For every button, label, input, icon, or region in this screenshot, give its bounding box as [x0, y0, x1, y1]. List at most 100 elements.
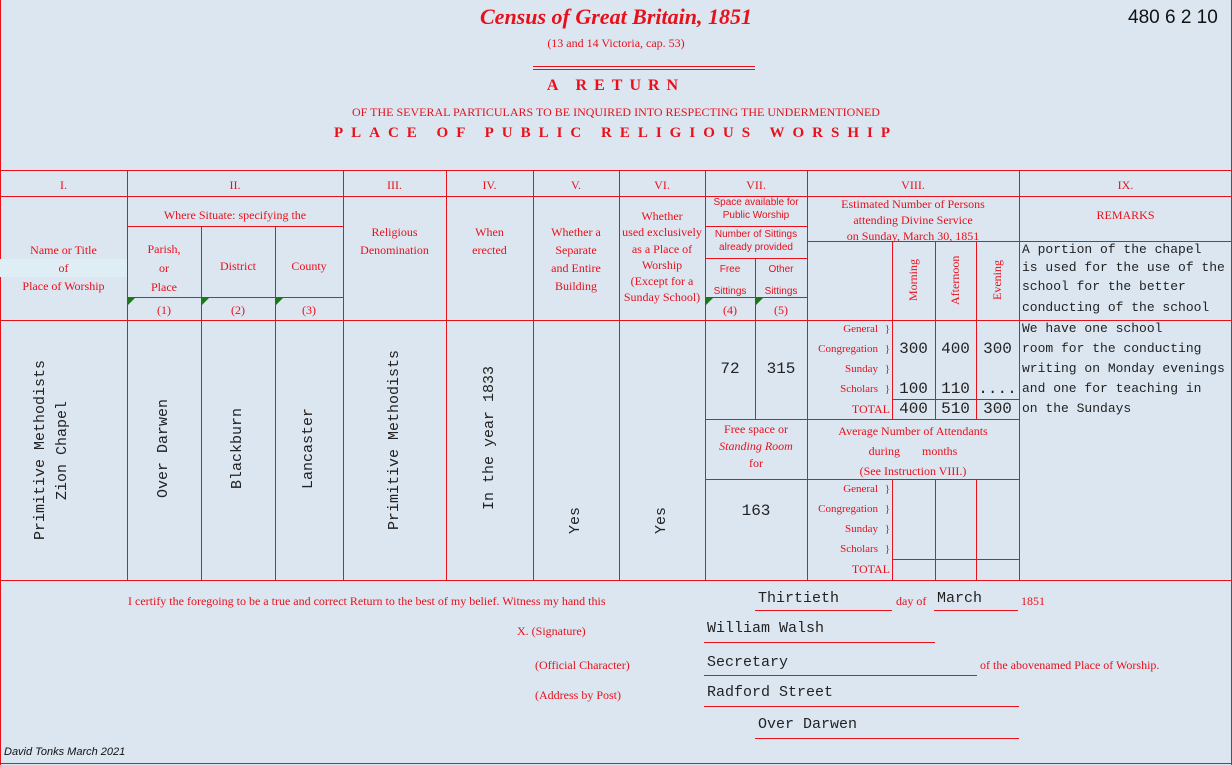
address-line-1[interactable]: Radford Street: [704, 684, 1019, 707]
denomination-header: Religious Denomination: [343, 223, 446, 259]
row-label-text: General: [843, 323, 878, 335]
label-line: Building: [554, 279, 597, 293]
reference-number: 480 6 2 10: [1128, 7, 1218, 28]
standing-room-value: 163: [741, 502, 771, 520]
erected-value: In the year 1833: [481, 365, 498, 511]
separate-building-header: Whether a Separate and Entire Building: [533, 223, 619, 295]
brace-icon: }: [884, 323, 890, 335]
remarks-line: writing on Monday evenings: [1022, 361, 1225, 376]
label-line: attending Divine Service: [853, 213, 973, 227]
col-numeral: IV.: [482, 178, 497, 192]
grid-line: [892, 479, 893, 580]
estimated-row-labels: General} Congregation} Sunday} Scholars} TOT…: [810, 319, 890, 419]
county-value: Lancaster: [300, 407, 317, 489]
average-row-labels: General} Congregation} Sunday} Scholars} TOT…: [810, 479, 890, 579]
row-label: TOTAL: [810, 559, 890, 579]
label-line: Sittings: [764, 286, 798, 297]
district-header: District: [220, 259, 256, 273]
year-label: 1851: [1021, 594, 1045, 608]
month-field[interactable]: March: [934, 590, 1018, 611]
afternoon-header: Afternoon: [948, 255, 962, 306]
green-marker-icon: [706, 298, 713, 305]
grid-line: [343, 170, 344, 580]
label-line: used exclusively: [622, 225, 702, 240]
brace-icon: }: [884, 523, 890, 535]
estimated-attendance-header: Estimated Number of Persons attending Div…: [807, 196, 1019, 244]
grid-line: [0, 170, 1232, 171]
sittings-provided-header: Number of Sittings already provided: [705, 228, 807, 254]
value-line: Zion Chapel: [54, 400, 71, 500]
label-line: Public Worship: [722, 210, 790, 221]
signature-field[interactable]: William Walsh: [704, 620, 935, 643]
other-sittings-header: Other Sittings: [755, 259, 807, 303]
row-label: Sunday}: [810, 519, 890, 539]
grid-line: [0, 580, 1232, 581]
row-label-text: Scholars: [840, 543, 878, 555]
label-line: Sunday School): [623, 290, 701, 305]
label-line: Parish,: [147, 242, 181, 256]
col-numeral: VI.: [654, 178, 670, 192]
label-line: and Entire: [551, 261, 601, 275]
brace-icon: }: [884, 543, 890, 555]
row-label: Scholars}: [810, 379, 890, 399]
label-line: Average Number of Attendants: [838, 424, 988, 438]
label-line: already provided: [719, 242, 793, 253]
label-line: Sittings: [713, 286, 747, 297]
total-value: 400: [899, 400, 928, 418]
remarks-line: We have one school: [1022, 321, 1163, 336]
name-title-header: Name or Title of Place of Worship: [0, 241, 127, 295]
where-situate-header: Where Situate: specifying the: [163, 208, 307, 222]
row-label-text: Congregation: [818, 503, 878, 515]
grid-line: [892, 241, 893, 419]
total-value: 300: [983, 400, 1012, 418]
grid-line: [705, 479, 1019, 480]
col-numeral: VIII.: [901, 178, 925, 192]
grid-line: [127, 226, 343, 227]
grid-line: [935, 241, 936, 419]
day-field[interactable]: Thirtieth: [755, 590, 892, 611]
label-line: Place of Worship: [22, 279, 105, 293]
grid-line: [976, 479, 977, 580]
form-title: Census of Great Britain, 1851: [480, 4, 752, 29]
label-line: (Except for a: [630, 274, 694, 289]
brace-icon: }: [884, 363, 890, 375]
row-label: Congregation}: [810, 499, 890, 519]
label-line: as a Place of: [631, 241, 693, 256]
brace-icon: }: [884, 503, 890, 515]
average-attendants-header: Average Number of Attendants during months…: [807, 421, 1019, 481]
sub-number: (5): [774, 303, 788, 317]
address-label: (Address by Post): [535, 688, 621, 702]
label-line: When: [475, 225, 504, 239]
label-line: Whether: [641, 209, 683, 223]
county-header: County: [291, 259, 327, 273]
grid-line: [705, 419, 1019, 420]
sunday-scholars-value: 100: [899, 380, 928, 398]
green-marker-icon: [202, 298, 209, 305]
value-line: Primitive Methodists: [32, 359, 49, 541]
official-character-field[interactable]: Secretary: [704, 654, 977, 676]
col-numeral: III.: [387, 178, 402, 192]
remarks-line: school for the better: [1022, 279, 1186, 294]
label-line: on Sunday, March 30, 1851: [846, 229, 980, 243]
label-line: Free space or: [724, 422, 788, 436]
grid-line: [807, 170, 808, 580]
label-line: Number of Sittings: [714, 229, 798, 240]
space-available-header: Space available for Public Worship: [705, 196, 807, 222]
remarks-line: is used for the use of the: [1022, 260, 1225, 275]
label-line: Whether a: [551, 225, 601, 239]
row-label: Sunday}: [810, 359, 890, 379]
sub-number: (2): [231, 303, 245, 317]
label-line: (See Instruction VIII.): [859, 464, 967, 478]
divider: [533, 69, 755, 70]
grid-line: [446, 170, 447, 580]
label-word: during: [868, 444, 900, 458]
col-numeral: IX.: [1117, 178, 1134, 192]
sub-number: (1): [157, 303, 171, 317]
green-marker-icon: [756, 298, 763, 305]
evening-header: Evening: [990, 260, 1004, 301]
label-line: Worship: [641, 257, 683, 272]
address-line-2[interactable]: Over Darwen: [755, 716, 1019, 739]
remarks-line: conducting of the school: [1022, 300, 1210, 315]
row-label: General}: [810, 479, 890, 499]
